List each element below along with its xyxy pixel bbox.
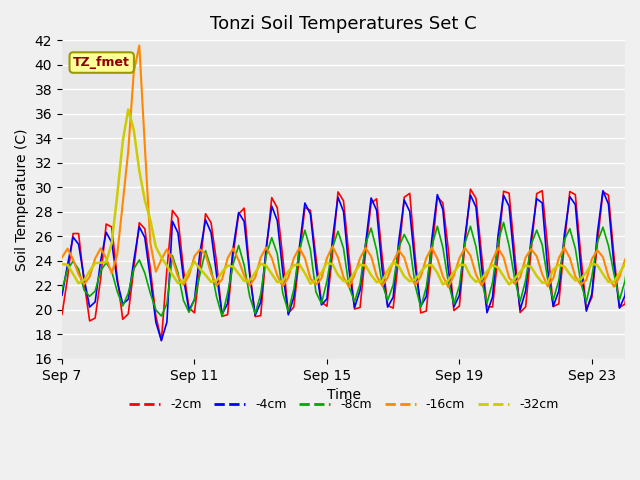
Y-axis label: Soil Temperature (C): Soil Temperature (C) bbox=[15, 128, 29, 271]
Legend: -2cm, -4cm, -8cm, -16cm, -32cm: -2cm, -4cm, -8cm, -16cm, -32cm bbox=[124, 394, 563, 417]
Title: Tonzi Soil Temperatures Set C: Tonzi Soil Temperatures Set C bbox=[210, 15, 477, 33]
X-axis label: Time: Time bbox=[326, 388, 360, 402]
Text: TZ_fmet: TZ_fmet bbox=[74, 56, 130, 69]
